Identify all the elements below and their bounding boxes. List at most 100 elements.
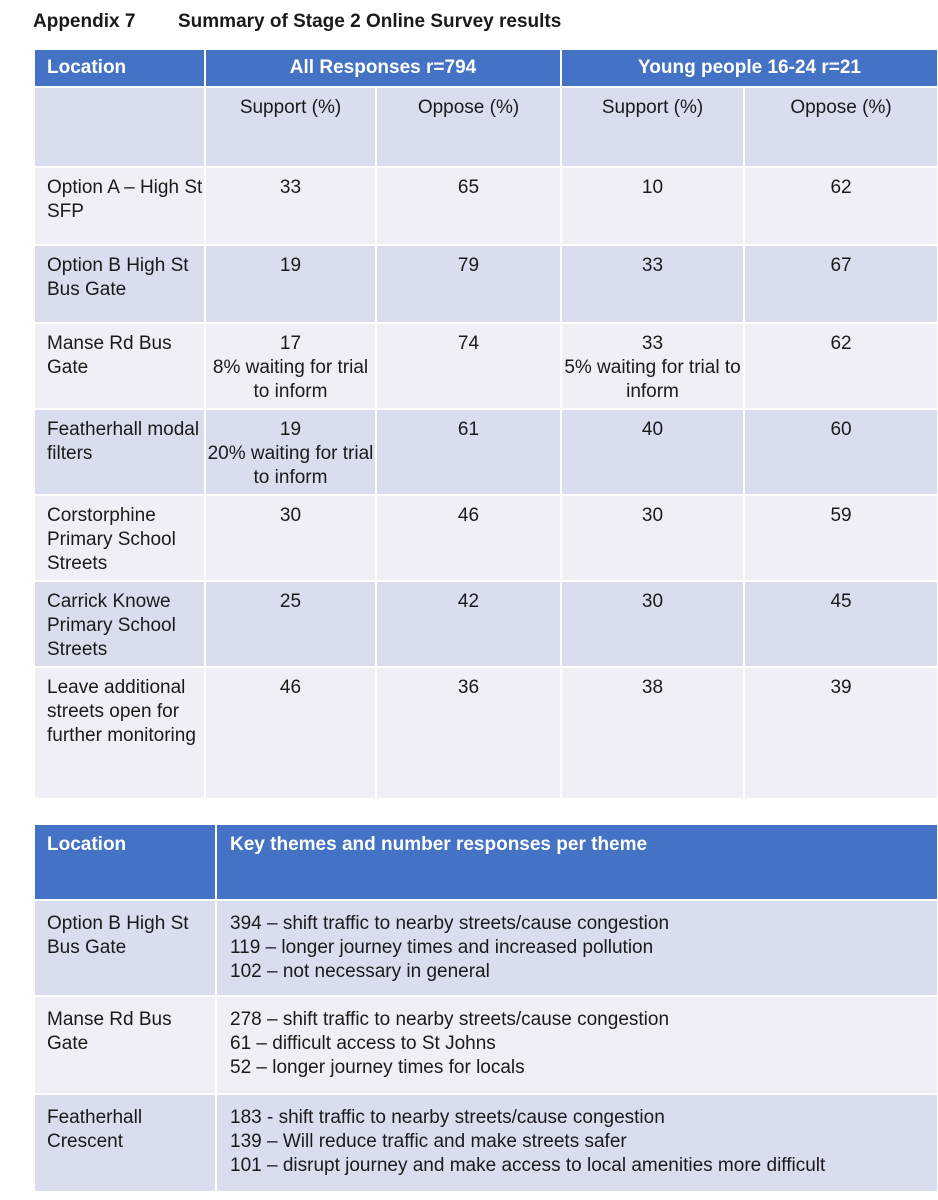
location-cell: Option B High St Bus Gate <box>35 245 206 324</box>
all-oppose-cell: 65 <box>376 167 562 246</box>
young-support-cell-value: 38 <box>641 677 664 698</box>
young-oppose-cell: 59 <box>744 495 938 582</box>
theme-line: 119 – longer journey times and increased… <box>230 937 654 958</box>
all-support-cell: 30 <box>205 495 377 582</box>
young-support-cell-value: 33 <box>641 333 664 354</box>
table1-header-row: Location All Responses r=794 Young peopl… <box>35 50 938 88</box>
young-oppose-cell: 67 <box>744 245 938 324</box>
table1-body: Option A – High St SFP 33 65 10 62 Option B H… <box>35 167 938 800</box>
location-cell-value: Manse Rd Bus Gate <box>47 333 172 378</box>
all-support-cell-value: 30 <box>279 505 302 526</box>
table2-header-row: Location Key themes and number responses… <box>35 825 938 901</box>
theme-line: 52 – longer journey times for locals <box>230 1057 525 1078</box>
appendix-label: Appendix 7 <box>33 11 136 32</box>
theme-line: 278 – shift traffic to nearby streets/ca… <box>230 1009 670 1030</box>
table-row: Option B High St Bus Gate 394 – shift tra… <box>35 900 938 997</box>
location-cell: Featherhall Crescent <box>35 1094 217 1193</box>
theme-line: 102 – not necessary in general <box>230 961 490 982</box>
all-support-cell-value: 19 <box>279 255 302 276</box>
table-row: Manse Rd Bus Gate 278 – shift traffic to … <box>35 996 938 1095</box>
all-support-cell: 19 <box>205 245 377 324</box>
location-cell: Carrick Knowe Primary School Streets <box>35 581 206 668</box>
location-cell-value: Option B High St Bus Gate <box>47 255 189 300</box>
young-support-cell: 40 <box>561 409 745 496</box>
young-support-cell: 38 <box>561 667 745 800</box>
all-oppose-cell-value: 65 <box>457 177 480 198</box>
themes-cell: 278 – shift traffic to nearby streets/ca… <box>216 996 938 1095</box>
key-themes-table: Location Key themes and number responses… <box>35 825 938 1193</box>
young-oppose-cell: 45 <box>744 581 938 668</box>
table1-subheader-row: Support (%) Oppose (%) Support (%) Oppos… <box>35 87 938 168</box>
location-cell-value: Option A – High St SFP <box>47 177 203 222</box>
document-heading: Appendix 7 Summary of Stage 2 Online Sur… <box>33 11 561 33</box>
all-support-cell-value: 25 <box>279 591 302 612</box>
location-cell: Manse Rd Bus Gate <box>35 996 217 1095</box>
young-support-cell: 10 <box>561 167 745 246</box>
theme-line: 394 – shift traffic to nearby streets/ca… <box>230 913 670 934</box>
all-support-cell-value: 33 <box>279 177 302 198</box>
young-support-cell-value: 40 <box>641 419 664 440</box>
location-cell: Corstorphine Primary School Streets <box>35 495 206 582</box>
support-subheader: Support (%) <box>205 87 377 168</box>
heading-title: Summary of Stage 2 Online Survey results <box>178 11 562 32</box>
young-support-cell: 33 5% waiting for trial to inform <box>561 323 745 410</box>
all-oppose-cell-value: 42 <box>457 591 480 612</box>
young-oppose-cell-value: 60 <box>830 419 852 440</box>
all-oppose-cell: 61 <box>376 409 562 496</box>
theme-line: 101 – disrupt journey and make access to… <box>230 1155 826 1176</box>
all-support-cell-value: 19 <box>279 419 302 440</box>
themes-cell: 183 - shift traffic to nearby streets/ca… <box>216 1094 938 1193</box>
all-support-cell: 17 8% waiting for trial to inform <box>205 323 377 410</box>
young-support-cell-value: 30 <box>641 505 664 526</box>
table-row: Corstorphine Primary School Streets 30 46 3… <box>35 495 938 582</box>
themes-cell: 394 – shift traffic to nearby streets/ca… <box>216 900 938 997</box>
waiting-note: 20% waiting for trial to inform <box>207 443 374 488</box>
young-oppose-cell-value: 59 <box>830 505 852 526</box>
young-oppose-cell: 62 <box>744 323 938 410</box>
young-people-header: Young people 16-24 r=21 <box>561 50 938 88</box>
location-header: Location <box>35 50 206 88</box>
all-oppose-cell: 74 <box>376 323 562 410</box>
theme-line: 139 – Will reduce traffic and make stree… <box>230 1131 627 1152</box>
survey-results-table: Location All Responses r=794 Young peopl… <box>35 50 938 800</box>
all-oppose-cell-value: 46 <box>457 505 480 526</box>
all-oppose-cell: 36 <box>376 667 562 800</box>
location-cell: Manse Rd Bus Gate <box>35 323 206 410</box>
location-cell-value: Leave additional streets open for furthe… <box>47 677 196 746</box>
support-subheader: Support (%) <box>561 87 745 168</box>
young-support-cell: 30 <box>561 581 745 668</box>
location-cell-value: Featherhall modal filters <box>47 419 200 464</box>
young-oppose-cell: 39 <box>744 667 938 800</box>
location-cell: Leave additional streets open for furthe… <box>35 667 206 800</box>
all-oppose-cell-value: 79 <box>457 255 480 276</box>
young-oppose-cell-value: 67 <box>830 255 852 276</box>
oppose-subheader: Oppose (%) <box>744 87 938 168</box>
location-header: Location <box>35 825 217 901</box>
all-support-cell: 25 <box>205 581 377 668</box>
table-row: Option A – High St SFP 33 65 10 62 <box>35 167 938 246</box>
young-oppose-cell-value: 39 <box>830 677 852 698</box>
table-row: Featherhall Crescent 183 - shift traffic … <box>35 1094 938 1193</box>
all-support-cell: 19 20% waiting for trial to inform <box>205 409 377 496</box>
table-row: Leave additional streets open for furthe… <box>35 667 938 800</box>
all-oppose-cell-value: 36 <box>457 677 480 698</box>
key-themes-header: Key themes and number responses per them… <box>216 825 938 901</box>
all-support-cell-value: 17 <box>279 333 302 354</box>
all-support-cell: 33 <box>205 167 377 246</box>
young-oppose-cell-value: 45 <box>830 591 852 612</box>
all-oppose-cell: 42 <box>376 581 562 668</box>
all-oppose-cell: 46 <box>376 495 562 582</box>
all-oppose-cell-value: 74 <box>457 333 480 354</box>
all-oppose-cell: 79 <box>376 245 562 324</box>
all-support-cell-value: 46 <box>279 677 302 698</box>
location-cell: Option B High St Bus Gate <box>35 900 217 997</box>
young-support-cell-value: 30 <box>641 591 664 612</box>
young-support-cell: 33 <box>561 245 745 324</box>
oppose-subheader: Oppose (%) <box>376 87 562 168</box>
table-row: Carrick Knowe Primary School Streets 25 42… <box>35 581 938 668</box>
young-support-cell-value: 10 <box>641 177 664 198</box>
all-oppose-cell-value: 61 <box>457 419 480 440</box>
location-cell-value: Corstorphine Primary School Streets <box>47 505 176 574</box>
blank-subheader-cell <box>35 87 206 168</box>
young-support-cell: 30 <box>561 495 745 582</box>
